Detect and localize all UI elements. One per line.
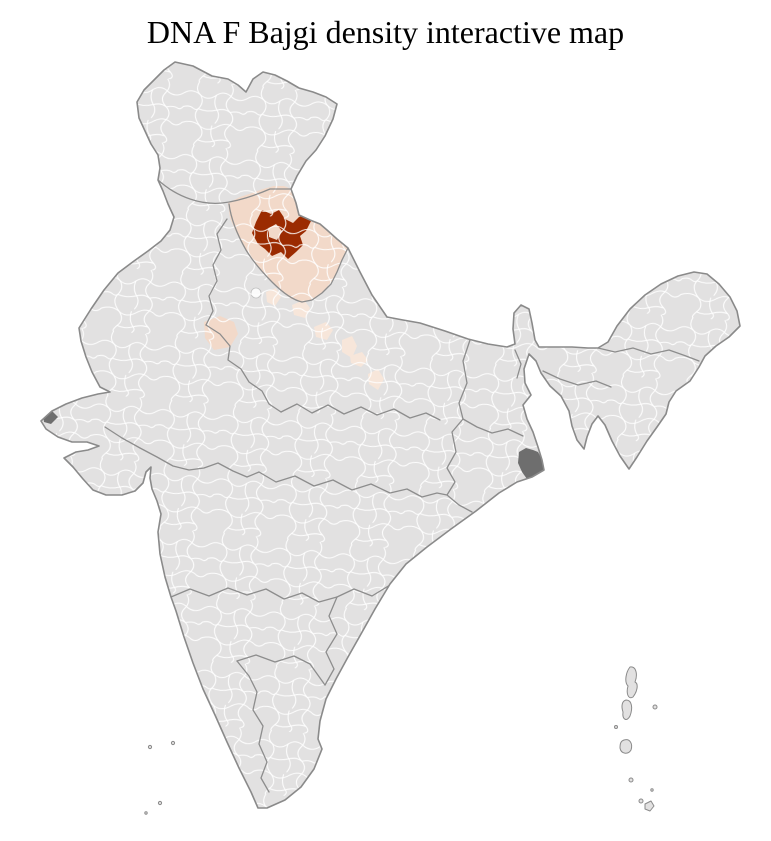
lakshadweep-islands[interactable] — [144, 740, 176, 815]
map-title: DNA F Bajgi density interactive map — [146, 14, 625, 50]
india-coastline — [40, 61, 741, 809]
state-borders — [104, 179, 700, 793]
andaman-nicobar-islands[interactable] — [614, 666, 658, 812]
